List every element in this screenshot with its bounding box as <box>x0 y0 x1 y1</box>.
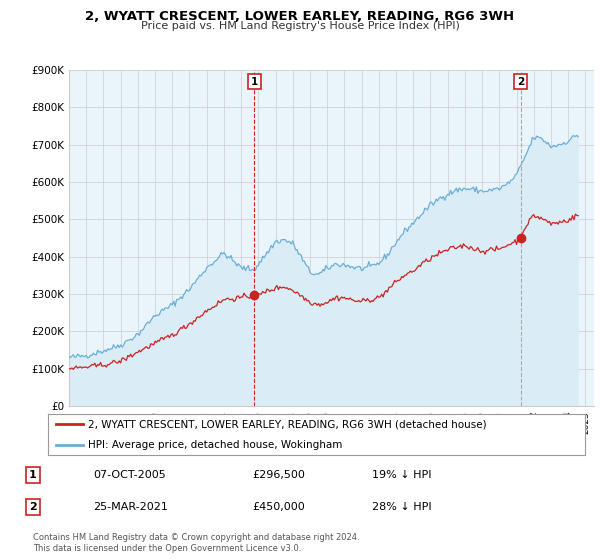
Text: 28% ↓ HPI: 28% ↓ HPI <box>372 502 431 512</box>
Text: 2: 2 <box>517 77 524 87</box>
Text: 2, WYATT CRESCENT, LOWER EARLEY, READING, RG6 3WH: 2, WYATT CRESCENT, LOWER EARLEY, READING… <box>85 10 515 23</box>
Text: 1: 1 <box>29 470 37 480</box>
Text: 1: 1 <box>251 77 258 87</box>
Text: 25-MAR-2021: 25-MAR-2021 <box>93 502 168 512</box>
Text: Contains HM Land Registry data © Crown copyright and database right 2024.
This d: Contains HM Land Registry data © Crown c… <box>33 533 359 553</box>
Text: 2, WYATT CRESCENT, LOWER EARLEY, READING, RG6 3WH (detached house): 2, WYATT CRESCENT, LOWER EARLEY, READING… <box>88 419 487 430</box>
Text: 19% ↓ HPI: 19% ↓ HPI <box>372 470 431 480</box>
Text: 2: 2 <box>29 502 37 512</box>
Text: £450,000: £450,000 <box>252 502 305 512</box>
Text: 07-OCT-2005: 07-OCT-2005 <box>93 470 166 480</box>
Text: Price paid vs. HM Land Registry's House Price Index (HPI): Price paid vs. HM Land Registry's House … <box>140 21 460 31</box>
Text: £296,500: £296,500 <box>252 470 305 480</box>
Text: HPI: Average price, detached house, Wokingham: HPI: Average price, detached house, Woki… <box>88 440 343 450</box>
